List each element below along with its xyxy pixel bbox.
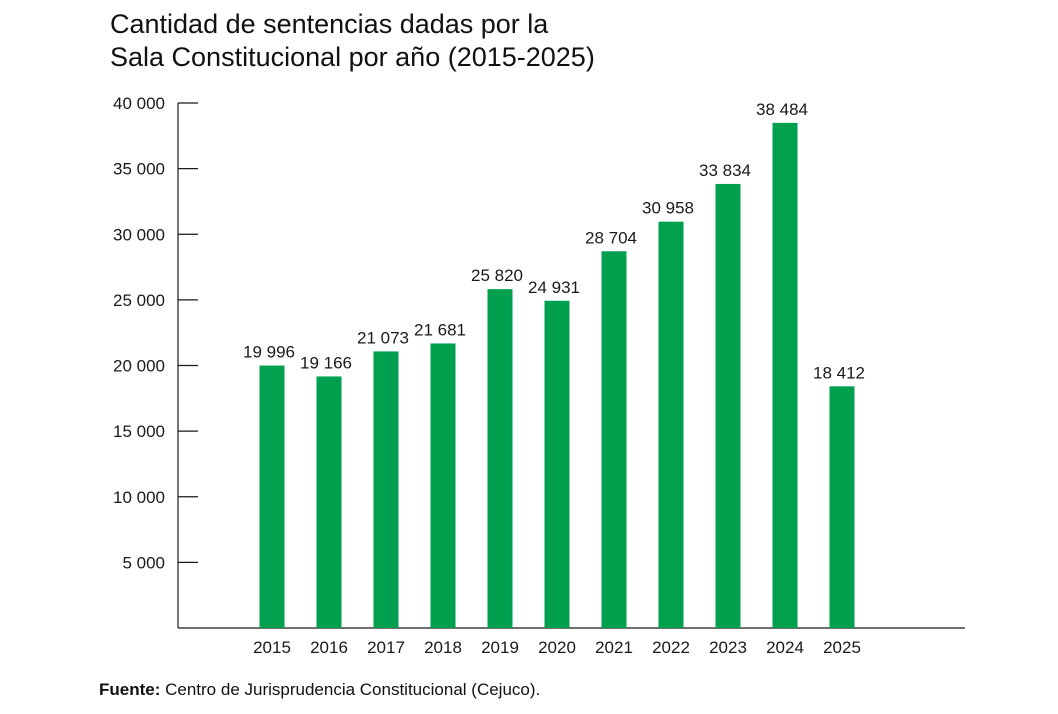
y-axis: 5 000 10 000 15 000 20 000 25 000 30 000 35 00… bbox=[113, 94, 198, 628]
x-tick-label: 2016 bbox=[310, 638, 348, 657]
x-tick-label: 2021 bbox=[595, 638, 633, 657]
y-tick-label: 15 000 bbox=[113, 422, 165, 441]
source-label: Fuente: bbox=[99, 680, 161, 699]
y-tick-label: 10 000 bbox=[113, 488, 165, 507]
data-label: 21 073 bbox=[357, 328, 409, 347]
x-tick-label: 2022 bbox=[652, 638, 690, 657]
data-label: 25 820 bbox=[471, 266, 523, 285]
y-tick-label: 40 000 bbox=[113, 94, 165, 113]
bar-2022 bbox=[658, 221, 684, 628]
x-tick-label: 2015 bbox=[253, 638, 291, 657]
source-note: Fuente: Centro de Jurisprudencia Constit… bbox=[99, 680, 540, 700]
x-tick-label: 2018 bbox=[424, 638, 462, 657]
source-text: Centro de Jurisprudencia Constitucional … bbox=[160, 680, 541, 699]
x-axis: 2015 2016 2017 2018 2019 2020 2021 2022 2023 2024… bbox=[178, 627, 965, 657]
chart-title-line-2: Sala Constitucional por año (2015-2025) bbox=[110, 42, 595, 72]
chart-title-line-1: Cantidad de sentencias dadas por la bbox=[110, 9, 549, 39]
x-tick-label: 2020 bbox=[538, 638, 576, 657]
chart-title: Cantidad de sentencias dadas por la Sala… bbox=[110, 8, 810, 74]
data-label: 33 834 bbox=[699, 161, 751, 180]
data-label: 21 681 bbox=[414, 320, 466, 339]
bar-2021 bbox=[601, 251, 627, 628]
y-tick-label: 25 000 bbox=[113, 291, 165, 310]
y-tick-label: 30 000 bbox=[113, 225, 165, 244]
data-label: 18 412 bbox=[813, 363, 865, 382]
x-tick-label: 2024 bbox=[766, 638, 804, 657]
bar-2020 bbox=[544, 300, 570, 628]
y-tick-label: 20 000 bbox=[113, 357, 165, 376]
bar-2016 bbox=[316, 376, 342, 628]
x-tick-label: 2025 bbox=[823, 638, 861, 657]
y-tick-label: 35 000 bbox=[113, 160, 165, 179]
data-label: 30 958 bbox=[642, 199, 694, 218]
data-label: 38 484 bbox=[756, 100, 808, 119]
x-tick-label: 2019 bbox=[481, 638, 519, 657]
data-label: 19 166 bbox=[300, 353, 352, 372]
data-label: 19 996 bbox=[243, 343, 295, 362]
bar-2025 bbox=[829, 386, 855, 628]
x-tick-label: 2023 bbox=[709, 638, 747, 657]
bars bbox=[259, 122, 855, 629]
bar-2018 bbox=[430, 343, 456, 628]
bar-2017 bbox=[373, 351, 399, 628]
x-tick-label: 2017 bbox=[367, 638, 405, 657]
data-label: 24 931 bbox=[528, 278, 580, 297]
y-tick-label: 5 000 bbox=[122, 553, 165, 572]
bar-2015 bbox=[259, 365, 285, 628]
bar-2023 bbox=[715, 183, 741, 628]
bar-2024 bbox=[772, 122, 798, 629]
bar-2019 bbox=[487, 289, 513, 628]
data-labels: 19 996 19 166 21 073 21 681 25 820 24 931 28 7… bbox=[243, 100, 865, 382]
data-label: 28 704 bbox=[585, 228, 637, 247]
